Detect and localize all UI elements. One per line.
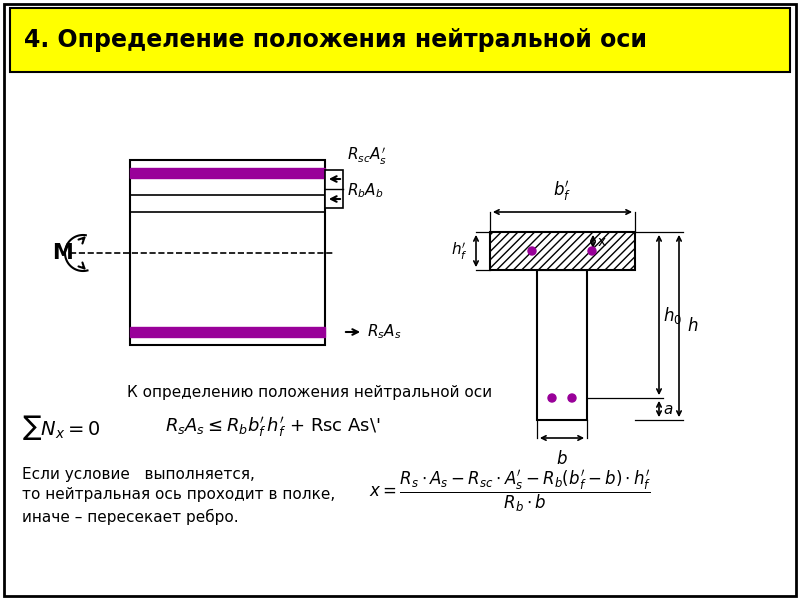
Text: $R_{sc}A_s^{\prime}$: $R_{sc}A_s^{\prime}$ [347, 146, 387, 167]
Text: Если условие   выполняется,: Если условие выполняется, [22, 467, 255, 482]
Text: $x = \dfrac{R_s \cdot A_s - R_{sc} \cdot A_s^{\prime} - R_b(b_f^{\prime} - b) \c: $x = \dfrac{R_s \cdot A_s - R_{sc} \cdot… [369, 469, 651, 515]
Text: $h$: $h$ [687, 317, 698, 335]
Circle shape [588, 247, 596, 255]
Text: $h_f^{\prime}$: $h_f^{\prime}$ [451, 241, 468, 262]
Text: $b$: $b$ [556, 450, 568, 468]
Text: $R_s A_s$: $R_s A_s$ [367, 323, 402, 341]
Text: $\sum N_x = 0$: $\sum N_x = 0$ [22, 413, 101, 443]
Bar [537, 270, 587, 420]
Text: $h_0$: $h_0$ [663, 304, 682, 325]
Bar [10, 8, 790, 72]
Text: $R_b A_b$: $R_b A_b$ [347, 182, 383, 200]
Text: $a$: $a$ [663, 401, 674, 416]
Text: M: M [52, 243, 72, 263]
Bar [130, 168, 325, 178]
Text: иначе – пересекает ребро.: иначе – пересекает ребро. [22, 509, 238, 525]
Bar [130, 160, 325, 345]
Text: то нейтральная ось проходит в полке,: то нейтральная ось проходит в полке, [22, 487, 335, 503]
Text: К определению положения нейтральной оси: К определению положения нейтральной оси [127, 385, 493, 401]
Text: $R_s A_s \leq R_b b_f^{\prime}\, h_f^{\prime}$ + Rsc As\': $R_s A_s \leq R_b b_f^{\prime}\, h_f^{\p… [165, 416, 381, 440]
Text: $b_f^{\prime}$: $b_f^{\prime}$ [553, 179, 571, 203]
Bar [130, 327, 325, 337]
Bar [325, 170, 343, 208]
Circle shape [548, 394, 556, 402]
Text: x: x [598, 235, 606, 249]
Text: 4. Определение положения нейтральной оси: 4. Определение положения нейтральной оси [24, 28, 647, 52]
Circle shape [568, 394, 576, 402]
Bar [490, 232, 635, 270]
Circle shape [528, 247, 536, 255]
